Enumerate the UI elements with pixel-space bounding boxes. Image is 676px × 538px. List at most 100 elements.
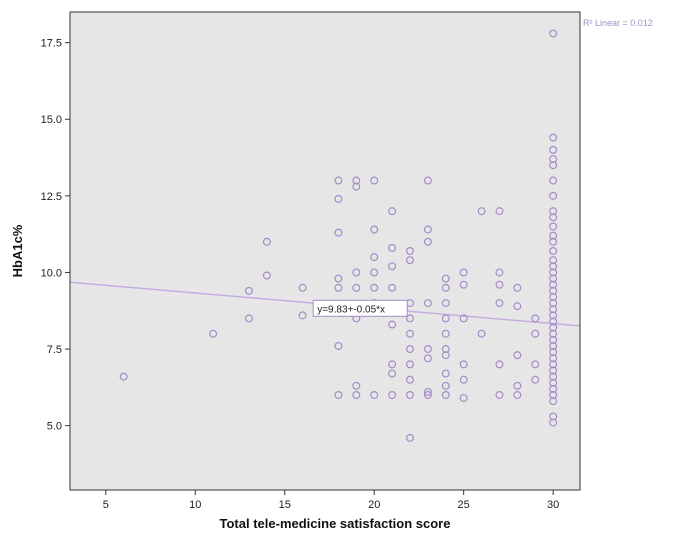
data-point [209,329,218,338]
y-tick-label: 7.5 [47,344,62,356]
r2-label: R² Linear = 0.012 [583,18,653,28]
data-point [549,299,558,308]
data-point [441,299,450,308]
data-point [334,228,343,237]
data-point [549,286,558,295]
data-point [423,387,432,396]
data-point [352,381,361,390]
data-point [441,283,450,292]
data-point [549,133,558,142]
plot-area [69,29,581,442]
data-point [531,314,540,323]
data-point [531,360,540,369]
x-tick-label: 15 [279,499,291,511]
x-tick-label: 5 [103,499,109,511]
y-tick-label: 5.0 [47,421,62,433]
data-point [388,243,397,252]
y-tick-label: 15.0 [41,114,62,126]
data-points [119,29,558,442]
data-point [352,182,361,191]
data-point [441,274,450,283]
data-point [549,360,558,369]
data-point [441,381,450,390]
data-point [549,341,558,350]
data-point [441,345,450,354]
data-point [549,418,558,427]
data-point [423,354,432,363]
data-point [388,283,397,292]
data-point [370,391,379,400]
y-tick-label: 10.0 [41,267,62,279]
data-point [549,378,558,387]
x-axis: 5 10 15 20 25 30 [103,490,559,511]
data-point [495,391,504,400]
data-point [495,207,504,216]
data-point [119,372,128,381]
data-point [459,394,468,403]
data-point [406,256,415,265]
data-point [441,329,450,338]
data-point [549,317,558,326]
data-point [370,225,379,234]
data-point [406,360,415,369]
data-point [549,247,558,256]
data-point [370,176,379,185]
data-point [406,329,415,338]
y-tick-label: 12.5 [41,191,62,203]
data-point [388,207,397,216]
data-point [549,213,558,222]
data-point [549,176,558,185]
data-point [549,366,558,375]
x-tick-label: 20 [368,499,380,511]
data-point [549,384,558,393]
y-axis-title: HbA1c% [10,224,25,277]
data-point [352,391,361,400]
data-point [423,176,432,185]
data-point [459,268,468,277]
plot-background [70,12,580,490]
data-point [334,283,343,292]
data-point [423,237,432,246]
data-point [459,375,468,384]
data-point [495,280,504,289]
data-point [495,360,504,369]
data-point [549,268,558,277]
x-tick-label: 10 [189,499,201,511]
data-point [406,247,415,256]
data-point [406,375,415,384]
data-point [388,369,397,378]
x-tick-label: 30 [547,499,559,511]
data-point [406,314,415,323]
data-point [423,345,432,354]
data-point [549,237,558,246]
data-point [495,268,504,277]
equation-box [312,299,408,317]
data-point [298,283,307,292]
data-point [549,372,558,381]
data-point [549,323,558,332]
data-point [531,375,540,384]
data-point [513,351,522,360]
data-point [549,397,558,406]
data-point [334,176,343,185]
data-point [549,207,558,216]
data-point [549,155,558,164]
data-point [441,314,450,323]
data-point [370,268,379,277]
data-point [549,262,558,271]
data-point [334,391,343,400]
data-point [513,391,522,400]
data-point [352,283,361,292]
data-point [352,268,361,277]
data-point [423,391,432,400]
data-point [441,351,450,360]
data-point [477,329,486,338]
y-tick-label: 17.5 [41,38,62,50]
data-point [549,311,558,320]
plot-border [69,11,581,491]
data-point [406,345,415,354]
data-point [549,161,558,170]
data-point [370,253,379,262]
data-point [549,348,558,357]
